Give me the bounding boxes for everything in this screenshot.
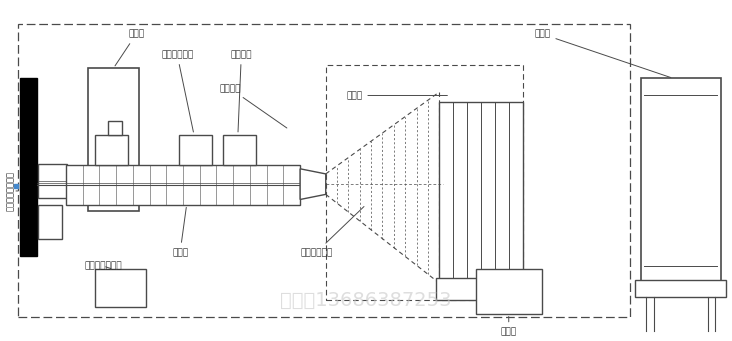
- Text: 主控柜: 主控柜: [115, 30, 144, 66]
- Bar: [635, 280, 726, 297]
- Bar: [640, 78, 721, 283]
- Bar: [95, 135, 128, 165]
- Bar: [38, 205, 62, 239]
- Text: 辅控柜: 辅控柜: [501, 316, 517, 336]
- Bar: [108, 121, 122, 135]
- Text: 颗粒自动上料机: 颗粒自动上料机: [84, 262, 122, 270]
- Text: 冷却水管: 冷却水管: [220, 84, 287, 128]
- Bar: [179, 135, 212, 165]
- Text: 滑石粉自动上料机: 滑石粉自动上料机: [6, 171, 15, 211]
- Text: 收卷机: 收卷机: [534, 30, 671, 77]
- Bar: [88, 68, 139, 211]
- Text: 定型展平系统: 定型展平系统: [300, 207, 364, 257]
- Polygon shape: [300, 169, 326, 199]
- Bar: [326, 65, 523, 300]
- Text: 牵引机: 牵引机: [346, 91, 447, 100]
- Bar: [95, 269, 146, 307]
- Text: 丁烷系统: 丁烷系统: [231, 50, 252, 132]
- Text: 挤出机: 挤出机: [172, 207, 188, 257]
- Text: 手机：13686387253: 手机：13686387253: [280, 291, 452, 310]
- Bar: [439, 102, 523, 280]
- Text: 抗收缩剂系统: 抗收缩剂系统: [161, 50, 193, 132]
- Bar: [476, 269, 542, 314]
- Bar: [20, 78, 37, 256]
- Bar: [38, 164, 67, 198]
- Bar: [18, 24, 630, 317]
- Bar: [223, 135, 256, 165]
- Bar: [436, 278, 527, 300]
- Bar: [66, 165, 300, 205]
